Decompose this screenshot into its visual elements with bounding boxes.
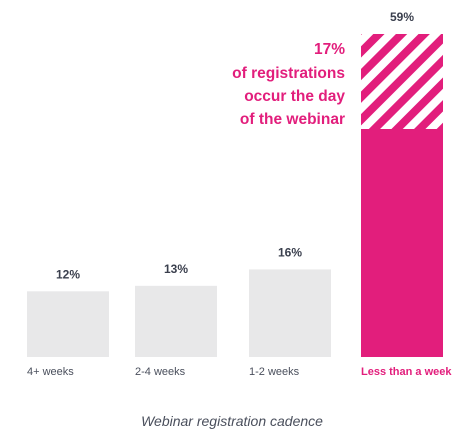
annotation-line-4: of the webinar (240, 111, 345, 128)
value-label: 12% (56, 267, 80, 281)
bar-1-2-weeks (249, 269, 331, 357)
value-label: 59% (390, 10, 414, 24)
value-label: 16% (278, 245, 302, 259)
chart-caption: Webinar registration cadence (141, 413, 323, 429)
annotation-line-1: 17% (314, 41, 345, 58)
category-label: 1-2 weeks (249, 366, 300, 378)
category-label: 2-4 weeks (135, 366, 186, 378)
category-label: 4+ weeks (27, 366, 74, 378)
bar-sub-segment-day-of (361, 34, 443, 129)
annotation-line-3: occur the day (244, 88, 345, 105)
annotation-line-2: of registrations (232, 65, 345, 82)
value-label: 13% (164, 262, 188, 276)
bar-less-than-a-week (361, 129, 443, 357)
bar-4-weeks (27, 291, 109, 357)
category-label: Less than a week (361, 366, 452, 378)
bar-2-4-weeks (135, 285, 217, 357)
